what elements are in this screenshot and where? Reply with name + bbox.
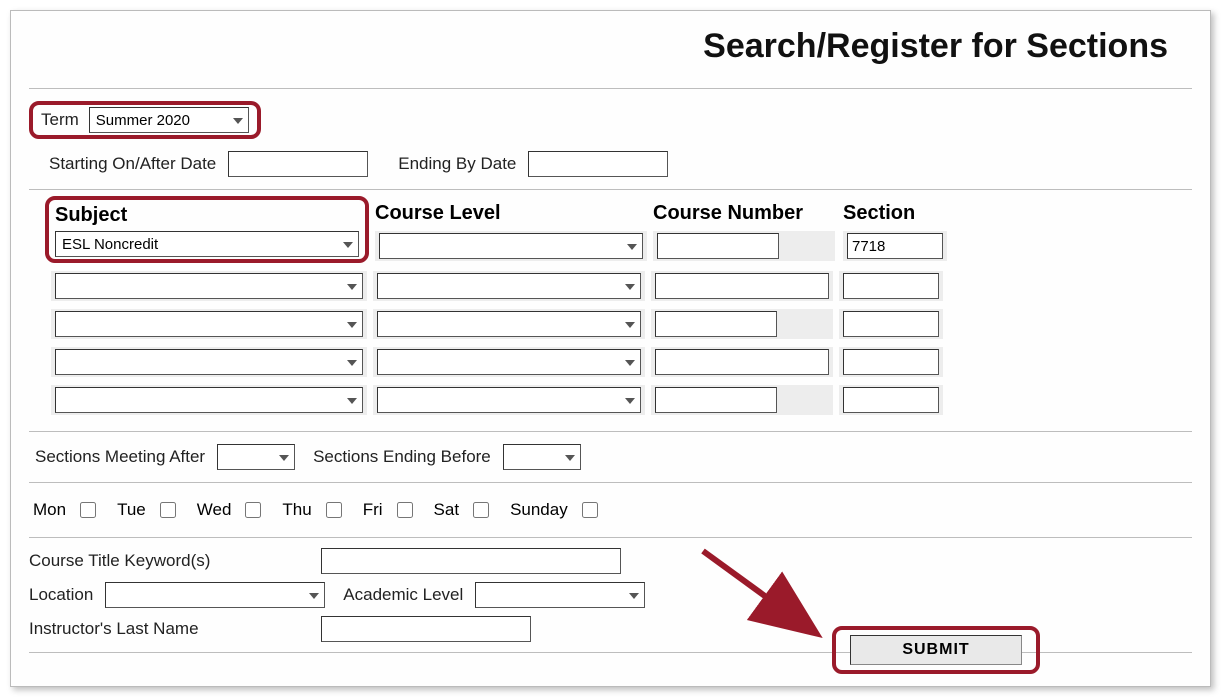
number-input-3[interactable]: [655, 349, 829, 375]
number-header: Course Number: [653, 196, 843, 225]
day-wed-label: Wed: [197, 500, 232, 520]
start-date-input[interactable]: [228, 151, 368, 177]
keywords-label: Course Title Keyword(s): [29, 551, 309, 571]
submit-highlight: SUBMIT: [832, 626, 1040, 674]
day-sat-label: Sat: [434, 500, 460, 520]
day-wed-checkbox[interactable]: [245, 502, 261, 518]
section-input-0[interactable]: [847, 233, 943, 259]
day-thu-checkbox[interactable]: [326, 502, 342, 518]
meeting-row: Sections Meeting After Sections Ending B…: [35, 438, 1192, 476]
section-header: Section: [843, 196, 953, 225]
search-register-page: Search/Register for Sections Term Summer…: [10, 10, 1211, 687]
level-select-2[interactable]: [377, 311, 641, 337]
level-col: Course Level: [375, 196, 653, 261]
ending-before-label: Sections Ending Before: [313, 447, 491, 467]
criteria-area: Subject ESL Noncredit Course Level Cours…: [29, 196, 1192, 415]
ending-before-select[interactable]: [503, 444, 581, 470]
level-header: Course Level: [375, 196, 653, 225]
term-highlight: Term Summer 2020: [29, 101, 261, 139]
day-tue-label: Tue: [117, 500, 146, 520]
number-input-1[interactable]: [655, 273, 829, 299]
day-mon-checkbox[interactable]: [80, 502, 96, 518]
term-row: Term Summer 2020: [29, 95, 1192, 145]
day-thu-label: Thu: [282, 500, 311, 520]
level-select-3[interactable]: [377, 349, 641, 375]
meeting-after-select[interactable]: [217, 444, 295, 470]
instructor-label: Instructor's Last Name: [29, 619, 309, 639]
academic-level-select[interactable]: [475, 582, 645, 608]
term-select-wrap: Summer 2020: [89, 107, 249, 133]
dates-row: Starting On/After Date Ending By Date: [49, 145, 1192, 183]
day-sun-label: Sunday: [510, 500, 568, 520]
section-col: Section: [843, 196, 953, 261]
start-date-label: Starting On/After Date: [49, 154, 216, 174]
criteria-row: [51, 347, 1192, 377]
number-input-2[interactable]: [655, 311, 777, 337]
level-select-1[interactable]: [377, 273, 641, 299]
keywords-input[interactable]: [321, 548, 621, 574]
subject-select-0[interactable]: ESL Noncredit: [55, 231, 359, 257]
instructor-input[interactable]: [321, 616, 531, 642]
divider: [29, 482, 1192, 483]
submit-area: SUBMIT: [832, 626, 1040, 674]
number-col: Course Number: [653, 196, 843, 261]
divider: [29, 189, 1192, 190]
end-date-label: Ending By Date: [398, 154, 516, 174]
criteria-header-row: Subject ESL Noncredit Course Level Cours…: [29, 196, 1192, 263]
subject-select-3[interactable]: [55, 349, 363, 375]
submit-button[interactable]: SUBMIT: [850, 635, 1022, 665]
page-title: Search/Register for Sections: [29, 27, 1192, 66]
subject-select-wrap: ESL Noncredit: [55, 231, 359, 257]
number-input-4[interactable]: [655, 387, 777, 413]
location-select[interactable]: [105, 582, 325, 608]
day-mon-label: Mon: [33, 500, 66, 520]
day-tue-checkbox[interactable]: [160, 502, 176, 518]
day-sat-checkbox[interactable]: [473, 502, 489, 518]
divider: [29, 88, 1192, 89]
divider: [29, 431, 1192, 432]
days-row: Mon Tue Wed Thu Fri Sat Sunday: [29, 489, 1192, 531]
criteria-row: [51, 385, 1192, 415]
subject-header: Subject: [55, 204, 359, 227]
section-input-3[interactable]: [843, 349, 939, 375]
academic-level-label: Academic Level: [343, 585, 463, 605]
day-fri-checkbox[interactable]: [397, 502, 413, 518]
term-label: Term: [41, 110, 79, 130]
subject-select-1[interactable]: [55, 273, 363, 299]
end-date-input[interactable]: [528, 151, 668, 177]
location-row: Location Academic Level: [29, 578, 1192, 612]
meeting-after-label: Sections Meeting After: [35, 447, 205, 467]
section-input-1[interactable]: [843, 273, 939, 299]
subject-select-2[interactable]: [55, 311, 363, 337]
criteria-row: [51, 271, 1192, 301]
day-fri-label: Fri: [363, 500, 383, 520]
subject-highlight: Subject ESL Noncredit: [45, 196, 369, 263]
criteria-row: [51, 309, 1192, 339]
term-select[interactable]: Summer 2020: [89, 107, 249, 133]
section-input-4[interactable]: [843, 387, 939, 413]
number-input-0[interactable]: [657, 233, 779, 259]
level-select-4[interactable]: [377, 387, 641, 413]
location-label: Location: [29, 585, 93, 605]
level-select-0[interactable]: [379, 233, 643, 259]
day-sun-checkbox[interactable]: [582, 502, 598, 518]
section-input-2[interactable]: [843, 311, 939, 337]
subject-select-4[interactable]: [55, 387, 363, 413]
keywords-row: Course Title Keyword(s): [29, 544, 1192, 578]
divider: [29, 537, 1192, 538]
